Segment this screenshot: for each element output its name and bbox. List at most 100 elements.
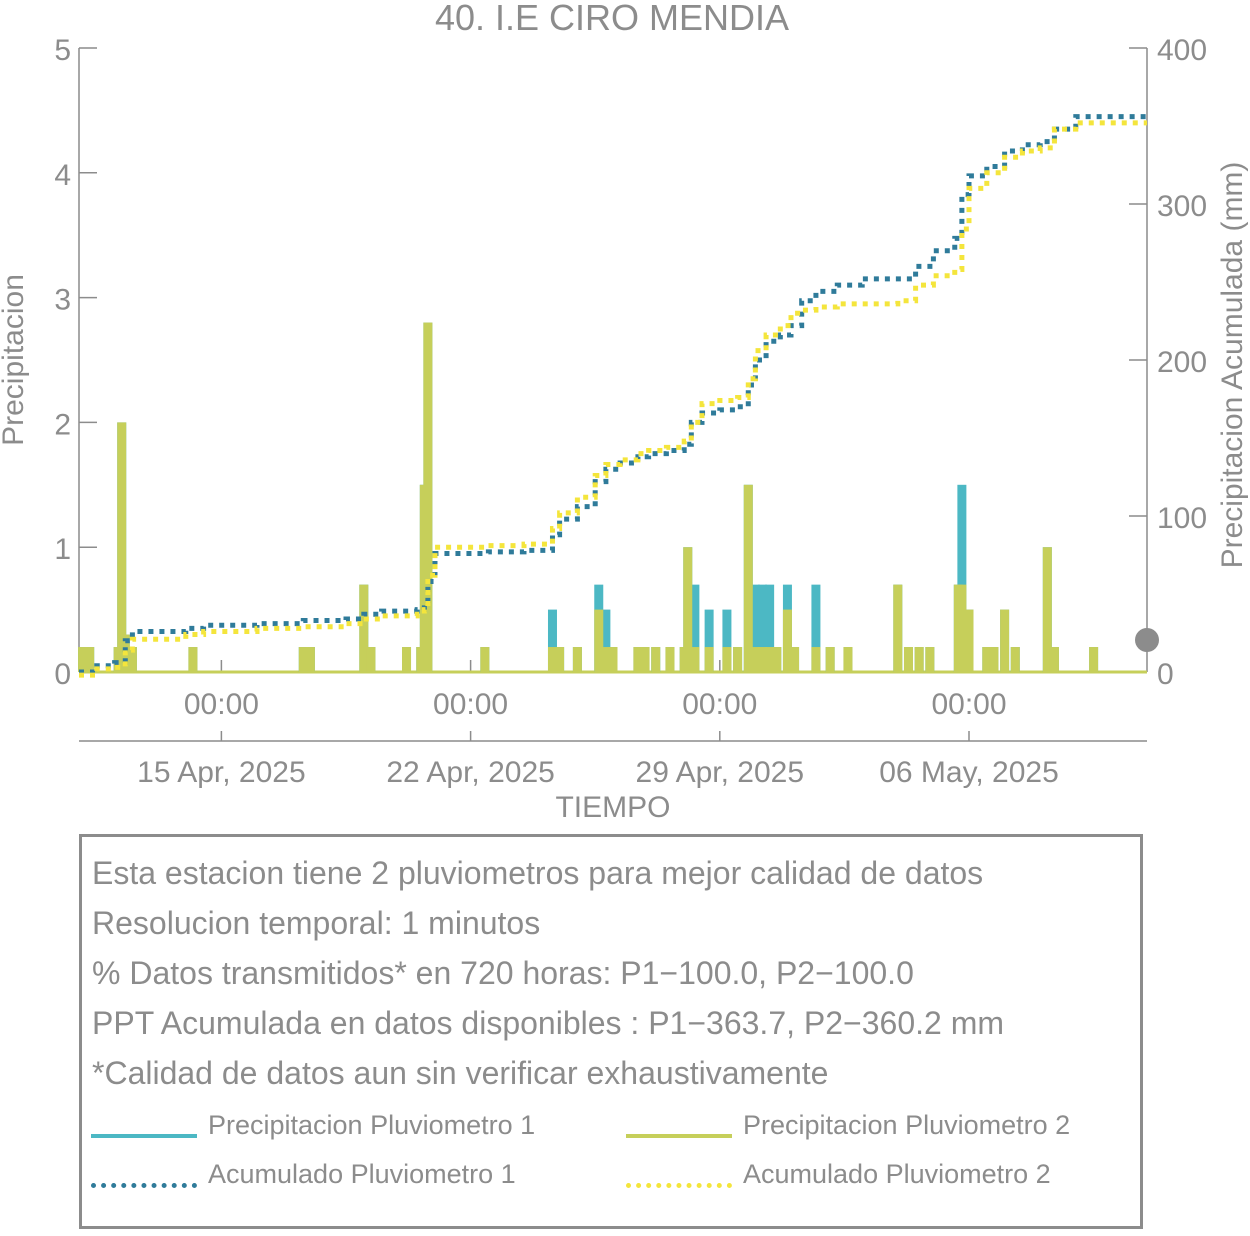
chart-title: 40. I.E CIRO MENDIA: [435, 0, 789, 38]
precip-p2-bar: [743, 484, 753, 672]
precip-p2-bar: [811, 647, 821, 672]
precip-p2-bar: [85, 647, 95, 672]
precip-p2-bar: [366, 647, 376, 672]
legend-label-p2: Precipitacion Pluviometro 2: [743, 1110, 1071, 1140]
precip-p2-bar: [640, 647, 650, 672]
precip-p1-bar: [601, 609, 611, 672]
y-axis-label-right: Precipitacion Acumulada (mm): [1216, 162, 1249, 569]
precip-p2-bar: [893, 584, 903, 672]
precip-p2-bar: [772, 647, 782, 672]
info-line-accumulated: PPT Acumulada en datos disponibles : P1−…: [92, 1005, 1004, 1041]
precip-p2-bar: [298, 647, 308, 672]
legend-swatch-p2: [626, 1134, 732, 1138]
plot-area: 0 1 2 3 4 5 0 100 200 300 400 00:00 15 Apr, 2025 00:0…: [54, 34, 1207, 789]
precip-p2-bar: [964, 609, 974, 672]
x-tick-label-time: 00:00: [682, 688, 757, 721]
y-tick-label-right: 100: [1157, 502, 1207, 535]
precip-p1-bar: [765, 584, 775, 672]
precip-p2-bar: [765, 647, 775, 672]
precip-p2-bar: [480, 647, 490, 672]
info-line-transmitted: % Datos transmitidos* en 720 horas: P1−1…: [92, 955, 914, 991]
precip-p2-bar: [305, 647, 315, 672]
y-tick-label-left: 3: [54, 284, 71, 317]
x-tick-label-date: 15 Apr, 2025: [137, 756, 306, 789]
info-line-quality-note: *Calidad de datos aun sin verificar exha…: [92, 1055, 829, 1091]
precip-p2-bar: [1042, 547, 1052, 672]
acumulado-p2-line: [79, 120, 1147, 678]
y-tick-label-left: 2: [54, 408, 71, 441]
info-line-stations: Esta estacion tiene 2 pluviometros para …: [92, 855, 984, 891]
y-tick-label-right: 400: [1157, 34, 1207, 67]
y-tick-label-left: 4: [54, 159, 71, 192]
precip-p2-bar: [1000, 609, 1010, 672]
precip-p1-bar: [547, 609, 557, 672]
precip-p1-bar: [811, 584, 821, 672]
precip-p2-bar: [957, 584, 967, 672]
y-tick-label-left: 1: [54, 533, 71, 566]
legend-swatch-acc2: [626, 1183, 732, 1188]
legend-swatch-acc1: [91, 1183, 197, 1188]
y-tick-label-left: 0: [54, 658, 71, 691]
precip-p1-bar: [758, 584, 768, 672]
y-tick-label-right: 300: [1157, 190, 1207, 223]
x-tick-label-time: 00:00: [184, 688, 259, 721]
precip-p2-bar: [651, 647, 661, 672]
precip-p2-bar: [665, 647, 675, 672]
precip-p2-bar: [733, 647, 743, 672]
precip-p1-bar: [690, 584, 700, 672]
x-tick-label-time: 00:00: [931, 688, 1006, 721]
precip-p2-bar: [608, 647, 618, 672]
y-axis-label-left: Precipitacion: [0, 274, 30, 446]
precip-p2-bar: [1089, 647, 1099, 672]
precip-p2-bar: [601, 647, 611, 672]
precip-p2-bar: [903, 647, 913, 672]
precip-p2-bar: [982, 647, 992, 672]
precip-p2-bar: [359, 584, 369, 672]
x-tick-label-date: 22 Apr, 2025: [386, 756, 555, 789]
scroll-handle-icon[interactable]: [1135, 628, 1159, 652]
precip-p2-bar: [1010, 647, 1020, 672]
y-tick-label-right: 200: [1157, 346, 1207, 379]
precip-p2-bar: [914, 647, 924, 672]
precip-p2-bar: [690, 647, 700, 672]
precip-p2-bar: [402, 647, 412, 672]
x-axis-label: TIEMPO: [555, 791, 670, 824]
precip-p2-bar: [750, 647, 760, 672]
precip-p2-bar: [572, 647, 582, 672]
legend-label-p1: Precipitacion Pluviometro 1: [208, 1110, 536, 1140]
precip-p1-bar: [750, 584, 760, 672]
precip-p2-bar: [633, 647, 643, 672]
precip-p2-bar: [127, 647, 137, 672]
precipitation-chart: 40. I.E CIRO MENDIA Precipitacion Precip…: [0, 0, 1249, 824]
precip-p1-bar: [957, 484, 967, 672]
info-line-resolution: Resolucion temporal: 1 minutos: [92, 905, 541, 941]
precip-p2-bar: [547, 647, 557, 672]
precip-p2-bar: [758, 647, 768, 672]
precip-p1-bar: [704, 609, 714, 672]
legend-swatch-p1: [91, 1134, 197, 1138]
precip-p2-bar: [925, 647, 935, 672]
precip-p2-bar: [825, 647, 835, 672]
precip-p2-bar: [704, 647, 714, 672]
precip-p1-bar: [722, 609, 732, 672]
precip-p2-bar: [1049, 647, 1059, 672]
y-tick-label-left: 5: [54, 34, 71, 67]
x-tick-label-date: 06 May, 2025: [879, 756, 1059, 789]
x-tick-label-time: 00:00: [433, 688, 508, 721]
precip-p2-bar: [989, 647, 999, 672]
legend-label-acc2: Acumulado Pluviometro 2: [743, 1159, 1051, 1189]
acumulado-p1-line: [79, 114, 1147, 675]
precip-p2-bar: [555, 647, 565, 672]
y-tick-label-right: 0: [1157, 658, 1174, 691]
legend-label-acc1: Acumulado Pluviometro 1: [208, 1159, 516, 1189]
precip-p2-bar: [188, 647, 198, 672]
precip-p2-bar: [594, 609, 604, 672]
precip-p2-bar: [843, 647, 853, 672]
precip-p2-bar: [790, 647, 800, 672]
info-box: Esta estacion tiene 2 pluviometros para …: [79, 834, 1143, 1229]
precip-p2-bar: [722, 647, 732, 672]
precip-p2-bar: [78, 647, 88, 672]
precip-p2-bar: [683, 547, 693, 672]
precip-p2-bar: [117, 422, 127, 672]
x-tick-label-date: 29 Apr, 2025: [636, 756, 805, 789]
